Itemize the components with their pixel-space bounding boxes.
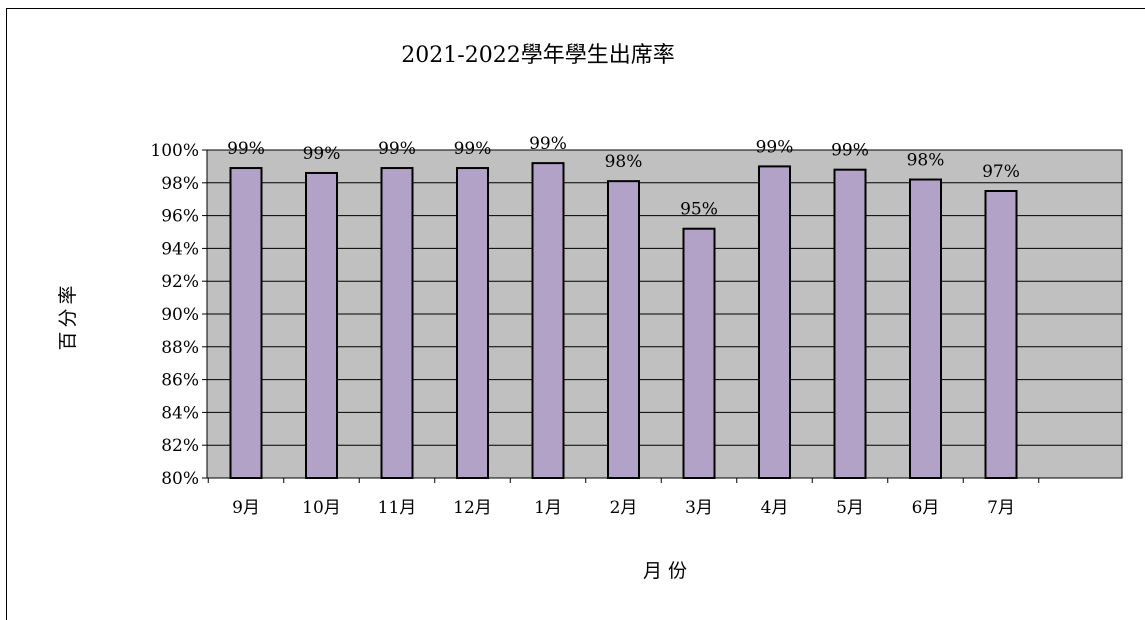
data-labels: 99% 99% 99% 99% 99% 98% 95% 99% 99% 98% 97% (227, 134, 1020, 220)
data-label: 99% (378, 139, 416, 159)
data-label: 99% (831, 141, 869, 161)
bar-10 (909, 178, 942, 480)
y-tick-label: 96% (161, 207, 199, 227)
y-tick-label: 84% (161, 403, 199, 423)
x-category-label: 2月 (610, 498, 638, 518)
y-tick-label: 92% (161, 272, 199, 292)
x-category-label: 7月 (987, 498, 1015, 518)
gridlines (207, 182, 1122, 446)
data-label: 99% (529, 134, 567, 154)
bar-3 (380, 167, 414, 479)
x-category-label: 9月 (232, 498, 260, 518)
y-tick-label: 90% (161, 305, 199, 325)
data-label: 97% (982, 162, 1020, 182)
y-tick-label: 86% (161, 371, 199, 391)
bar-8 (758, 165, 791, 479)
bar-1 (229, 167, 263, 479)
x-category-label: 12月 (453, 498, 492, 518)
y-axis-ticks: 80% 82% 84% 86% 88% 90% 92% 94% 96% 98% 100% (150, 141, 207, 489)
data-label: 98% (605, 152, 643, 172)
data-label: 95% (680, 200, 718, 220)
chart-title: 2021-2022學年學生出席率 (401, 43, 674, 68)
bar-2 (305, 171, 338, 480)
x-category-label: 11月 (378, 498, 417, 518)
y-tick-label: 82% (161, 436, 199, 456)
x-category-label: 5月 (836, 498, 864, 518)
chart-frame (6, 8, 1145, 620)
y-axis-title: 百分率 (57, 281, 79, 350)
bar-5 (531, 162, 565, 479)
x-axis-title: 月份 (643, 560, 693, 582)
y-tick-label: 100% (150, 141, 199, 161)
x-category-label: 10月 (302, 498, 341, 518)
x-category-label: 4月 (761, 498, 789, 518)
data-label: 99% (303, 144, 341, 164)
bar-6 (607, 180, 640, 479)
data-label: 99% (227, 139, 265, 159)
data-label: 99% (756, 137, 794, 157)
x-category-label: 3月 (685, 498, 713, 518)
x-axis-categories: 9月 10月 11月 12月 1月 2月 3月 4月 5月 6月 7月 (207, 478, 1040, 518)
bar-9 (833, 168, 867, 479)
y-tick-label: 88% (161, 338, 199, 358)
x-category-label: 1月 (534, 498, 562, 518)
data-label: 98% (907, 151, 945, 171)
y-tick-label: 98% (161, 174, 199, 194)
bars (229, 162, 1018, 480)
y-tick-label: 94% (161, 239, 199, 259)
bar-7 (682, 227, 716, 479)
bar-11 (984, 190, 1018, 479)
x-category-label: 6月 (912, 498, 940, 518)
data-label: 99% (454, 139, 492, 159)
bar-4 (456, 167, 489, 479)
y-tick-label: 80% (161, 469, 199, 489)
